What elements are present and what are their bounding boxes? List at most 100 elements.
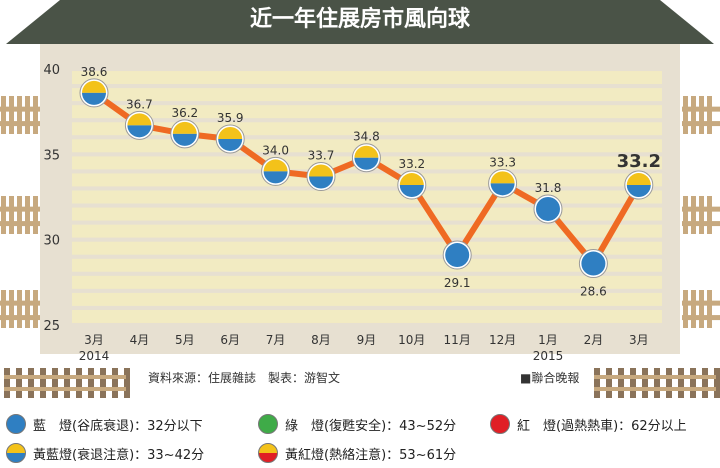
- fence-picket: [691, 196, 696, 234]
- marker-bottom-half: [263, 171, 288, 184]
- track-tie: [594, 368, 600, 398]
- track-tie: [100, 368, 106, 398]
- track-tie: [28, 368, 34, 398]
- marker-bottom-half: [172, 133, 197, 146]
- data-label: 29.1: [444, 276, 471, 290]
- legend-label: 黃紅燈(熱絡注意)：53~61分: [285, 447, 457, 463]
- marker-bottom-half: [354, 157, 379, 170]
- fence-picket: [25, 196, 30, 234]
- track-rail: [4, 375, 126, 379]
- track-tie: [16, 368, 22, 398]
- data-point: [215, 124, 245, 154]
- track-tie: [678, 368, 684, 398]
- track-tie: [64, 368, 70, 398]
- fence-right-top: [682, 96, 720, 134]
- fence-picket: [33, 290, 38, 328]
- fence-picket: [33, 196, 38, 234]
- track-tie: [702, 368, 708, 398]
- fence-picket: [699, 196, 704, 234]
- yellow-blue-light-icon: [6, 443, 26, 463]
- marker-top-half: [218, 126, 243, 139]
- series-markers: [79, 78, 654, 279]
- chart-svg: 近一年住展房市風向球 25 30 35 40 3月 2014 4月 5月 6月 7月 8月 9月 10…: [0, 0, 720, 398]
- legend-item-red: 紅 燈(過熱熱車)：62分以上: [490, 412, 687, 436]
- x-tick-label: 4月: [130, 333, 150, 347]
- track-tie: [654, 368, 660, 398]
- data-label: 33.3: [489, 155, 516, 169]
- x-tick-label: 5月: [175, 333, 195, 347]
- fence-picket: [17, 96, 22, 134]
- data-point: [79, 78, 109, 108]
- track-tie: [40, 368, 46, 398]
- grid-stripe: [72, 88, 662, 102]
- track-tie: [4, 368, 10, 398]
- legend-label: 藍 燈(谷底衰退)：32分以下: [33, 418, 203, 434]
- fence-picket: [1, 290, 6, 328]
- grid-stripe: [72, 190, 662, 204]
- grid-stripe: [72, 292, 662, 306]
- legend-label: 黃藍燈(衰退注意)：33~42分: [33, 447, 205, 463]
- data-label: 33.2: [398, 157, 425, 171]
- fence-picket: [1, 96, 6, 134]
- track-tie: [666, 368, 672, 398]
- data-point: [533, 194, 563, 224]
- track-right: [594, 368, 720, 398]
- marker-top-half: [172, 121, 197, 134]
- data-label: 34.0: [262, 143, 289, 157]
- x-axis: 3月 2014 4月 5月 6月 7月 8月 9月 10月 11月 12月 1月 2015 2月 3月: [79, 333, 649, 363]
- marker-top-half: [309, 164, 333, 177]
- y-axis: 25 30 35 40: [43, 63, 60, 334]
- marker-bottom-half: [127, 125, 152, 138]
- marker-bottom-half: [218, 138, 243, 151]
- grid-stripe: [72, 258, 662, 272]
- blue-light-icon: [536, 196, 560, 221]
- grid-stripe: [72, 173, 662, 187]
- legend-item-blue: 藍 燈(谷底衰退)：32分以下: [6, 412, 203, 436]
- marker-top-half: [399, 173, 424, 186]
- data-label: 33.2: [617, 151, 661, 172]
- marker-top-half: [354, 145, 379, 158]
- marker-top-half: [82, 80, 106, 93]
- data-label: 38.6: [81, 65, 108, 79]
- track-tie: [606, 368, 612, 398]
- fence-picket: [691, 96, 696, 134]
- roof: [6, 0, 714, 44]
- grid-stripe: [72, 207, 662, 221]
- data-point: [124, 110, 154, 140]
- x-tick-label: 8月: [311, 333, 331, 347]
- grid-stripes: [72, 71, 662, 323]
- green-light-icon: [258, 414, 278, 434]
- x-tick-label: 10月: [398, 333, 425, 347]
- x-tick-label: 3月: [629, 333, 649, 347]
- fence-picket: [9, 196, 14, 234]
- legend: 藍 燈(谷底衰退)：32分以下 綠 燈(復甦安全)：43~52分 紅 燈(過熱熱…: [0, 410, 720, 468]
- track-tie: [714, 368, 720, 398]
- page-title: 近一年住展房市風向球: [250, 6, 471, 32]
- marker-bottom-half: [626, 185, 651, 198]
- fence-right-mid: [682, 196, 720, 234]
- grid-stripe: [72, 224, 662, 238]
- data-point: [397, 170, 427, 200]
- track-rail: [594, 375, 716, 379]
- marker-top-half: [127, 113, 152, 126]
- track-tie: [642, 368, 648, 398]
- data-label: 28.6: [580, 285, 607, 299]
- grid-stripe: [72, 71, 662, 85]
- data-label: 35.9: [217, 111, 244, 125]
- grid-stripe: [72, 275, 662, 289]
- marker-bottom-half: [399, 185, 424, 198]
- fence-picket: [9, 96, 14, 134]
- data-point: [624, 170, 654, 200]
- fence-picket: [25, 290, 30, 328]
- x-tick-label: 6月: [220, 333, 240, 347]
- fence-picket: [707, 96, 712, 134]
- track-tie: [112, 368, 118, 398]
- fence-left-bottom: [0, 290, 40, 328]
- data-point: [306, 162, 336, 192]
- data-point: [170, 119, 200, 149]
- fence-picket: [707, 290, 712, 328]
- x-tick-label: 9月: [357, 333, 377, 347]
- fence-right-bottom: [682, 290, 720, 328]
- x-tick-label: 3月: [84, 333, 104, 347]
